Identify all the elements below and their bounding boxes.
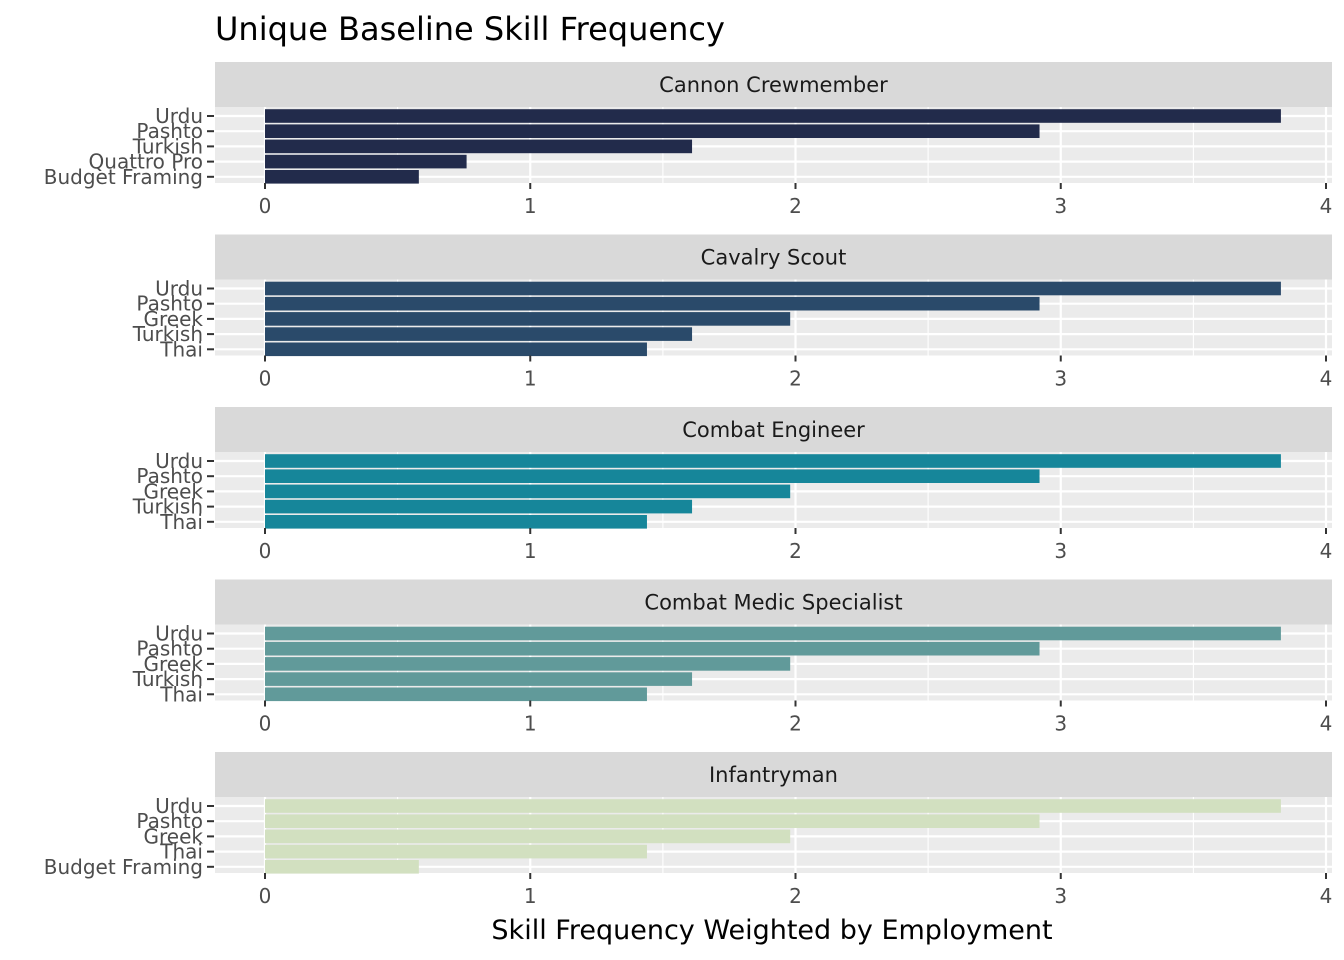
facet-strip-label: Cannon Crewmember: [659, 73, 888, 97]
bar: [265, 499, 693, 514]
y-tick-label: Pashto: [136, 464, 203, 488]
facet-strip-label: Combat Medic Specialist: [644, 591, 902, 615]
x-tick-label: 4: [1320, 194, 1333, 218]
x-tick-label: 2: [789, 884, 802, 908]
y-tick-label: Urdu: [155, 104, 203, 128]
facet-strip-label: Cavalry Scout: [701, 246, 847, 270]
y-tick-label: Quattro Pro: [89, 150, 203, 174]
chart-title: Unique Baseline Skill Frequency: [215, 10, 725, 48]
x-tick-label: 1: [524, 884, 537, 908]
y-tick-label: Urdu: [155, 277, 203, 301]
bar: [265, 829, 791, 844]
bar: [265, 687, 647, 702]
x-axis-title: Skill Frequency Weighted by Employment: [491, 915, 1052, 946]
x-tick-label: 0: [259, 367, 272, 391]
bar: [265, 799, 1281, 813]
x-tick-label: 0: [259, 194, 272, 218]
facet-panels: Cannon CrewmemberUrduPashtoTurkishQuattr…: [44, 62, 1333, 908]
facet-strip-label: Combat Engineer: [682, 418, 865, 442]
y-tick-label: Thai: [159, 337, 203, 361]
facet-panel: Cannon Crewmember UrduPashtoTurkishQuattr…: [44, 62, 1333, 218]
x-tick-label: 3: [1054, 194, 1067, 218]
bar: [265, 641, 1040, 656]
x-tick-label: 4: [1320, 712, 1333, 736]
x-tick-label: 0: [259, 884, 272, 908]
y-tick-label: Urdu: [155, 794, 203, 818]
x-tick-label: 3: [1054, 712, 1067, 736]
bar: [265, 154, 467, 169]
facet-panel: Combat Engineer UrduPashtoGreekTurkishTha…: [132, 407, 1333, 563]
bar: [265, 814, 1040, 828]
y-tick-label: Thai: [159, 682, 203, 706]
facet-strip-label: Infantryman: [709, 763, 838, 787]
y-tick-label: Greek: [144, 307, 204, 331]
y-tick-label: Budget Framing: [44, 855, 203, 879]
facet-strip: [215, 62, 1332, 107]
y-tick-label: Turkish: [132, 667, 203, 691]
y-tick-label: Pashto: [136, 809, 203, 833]
bar: [265, 296, 1040, 311]
x-tick-label: 1: [524, 539, 537, 563]
x-tick-label: 1: [524, 194, 537, 218]
y-tick-label: Greek: [144, 479, 204, 503]
x-tick-label: 2: [789, 539, 802, 563]
bar: [265, 860, 419, 874]
bar: [265, 844, 647, 859]
bar: [265, 281, 1281, 296]
y-tick-label: Pashto: [136, 119, 203, 143]
y-tick-label: Urdu: [155, 449, 203, 473]
y-tick-label: Turkish: [132, 322, 203, 346]
facet-panel: Combat Medic Specialist UrduPashtoGreekTu…: [132, 579, 1333, 736]
x-tick-label: 2: [789, 367, 802, 391]
y-tick-label: Turkish: [132, 495, 203, 519]
bar: [265, 139, 693, 154]
bar: [265, 672, 693, 686]
y-tick-label: Greek: [144, 652, 204, 676]
y-tick-label: Pashto: [136, 637, 203, 661]
y-tick-label: Urdu: [155, 622, 203, 646]
x-tick-label: 4: [1320, 539, 1333, 563]
bar: [265, 454, 1281, 468]
x-tick-label: 0: [259, 712, 272, 736]
y-tick-label: Budget Framing: [44, 165, 203, 189]
bar: [265, 657, 791, 671]
x-tick-label: 3: [1054, 884, 1067, 908]
x-tick-label: 4: [1320, 884, 1333, 908]
bar: [265, 626, 1281, 641]
bar: [265, 170, 419, 184]
facet-strip: [215, 407, 1332, 452]
x-tick-label: 2: [789, 194, 802, 218]
x-tick-label: 4: [1320, 367, 1333, 391]
facet-strip: [215, 752, 1332, 797]
y-tick-label: Pashto: [136, 292, 203, 316]
x-tick-label: 0: [259, 539, 272, 563]
facet-strip: [215, 579, 1332, 625]
facet-strip: [215, 234, 1332, 280]
bar: [265, 327, 693, 341]
y-tick-label: Turkish: [132, 134, 203, 158]
y-tick-label: Thai: [159, 510, 203, 534]
bar: [265, 469, 1040, 483]
x-tick-label: 3: [1054, 367, 1067, 391]
x-tick-label: 1: [524, 367, 537, 391]
x-tick-label: 1: [524, 712, 537, 736]
bar: [265, 124, 1040, 138]
x-tick-label: 3: [1054, 539, 1067, 563]
y-tick-label: Thai: [159, 840, 203, 864]
bar: [265, 312, 791, 326]
bar: [265, 342, 647, 357]
y-tick-label: Greek: [144, 824, 204, 848]
x-tick-label: 2: [789, 712, 802, 736]
bar: [265, 109, 1281, 123]
bar: [265, 484, 791, 499]
bar: [265, 515, 647, 529]
